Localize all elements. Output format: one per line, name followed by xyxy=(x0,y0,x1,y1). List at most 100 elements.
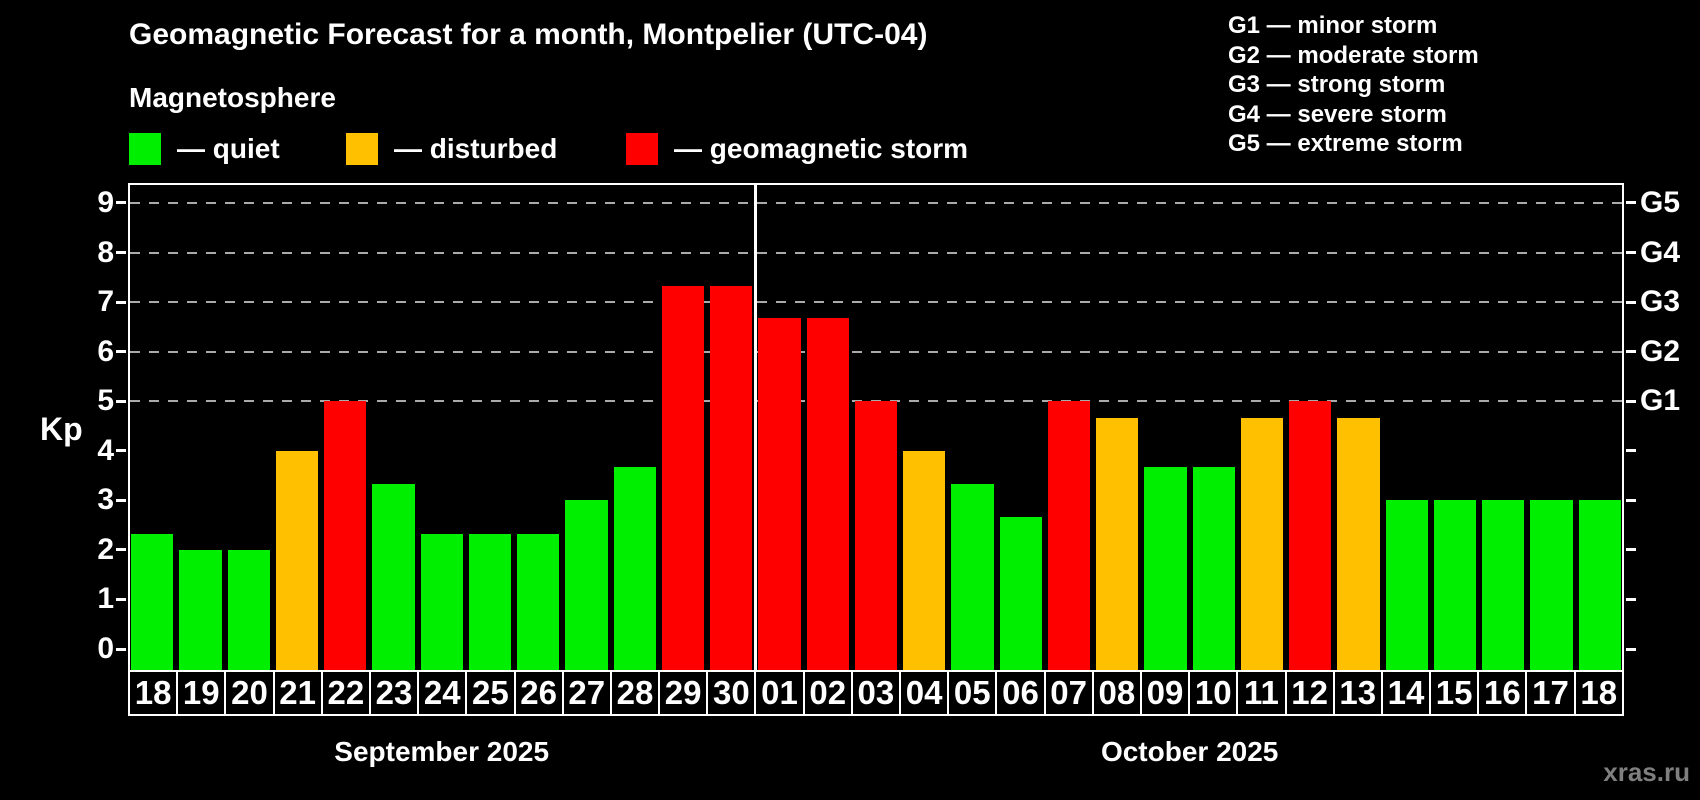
day-cell-14: 02 xyxy=(802,670,853,716)
g-scale-line-5: G5 — extreme storm xyxy=(1228,130,1463,157)
right-axis-tick-8 xyxy=(1626,251,1636,255)
kp-bar-day-01 xyxy=(758,318,801,670)
day-cell-15: 03 xyxy=(850,670,901,716)
gridline-kp7 xyxy=(130,301,1622,304)
g-level-label-g4: G4 xyxy=(1640,235,1681,269)
day-cell-27: 15 xyxy=(1429,670,1480,716)
chart-title: Geomagnetic Forecast for a month, Montpe… xyxy=(129,18,928,51)
day-axis-row: 18 19 20 21 22 23 24 25 26 27 28 29 30 01 02 03 04 05 06 07… xyxy=(128,670,1624,716)
y-tick-label-8: 8 xyxy=(97,235,114,269)
kp-bar-day-20 xyxy=(227,549,270,670)
y-tick-label-5: 5 xyxy=(97,384,114,418)
day-cell-25: 13 xyxy=(1332,670,1383,716)
legend-label-storm: — geomagnetic storm xyxy=(674,133,969,164)
right-axis-tick-2 xyxy=(1626,548,1636,552)
kp-bar-day-15 xyxy=(1433,500,1477,670)
day-cell-4: 22 xyxy=(320,670,371,716)
g-level-label-g3: G3 xyxy=(1640,285,1681,319)
day-cell-1: 19 xyxy=(176,670,227,716)
right-axis-tick-4 xyxy=(1626,449,1636,453)
day-cell-8: 26 xyxy=(513,670,564,716)
left-axis-line xyxy=(128,183,130,670)
g-scale-legend: G1 — minor storm G2 — moderate storm G3 — … xyxy=(1228,11,1479,159)
day-cell-21: 09 xyxy=(1139,670,1191,716)
day-cell-16: 04 xyxy=(899,670,950,716)
day-cell-23: 11 xyxy=(1236,670,1287,716)
plot-area xyxy=(116,183,1636,670)
legend-item-disturbed: — disturbed xyxy=(346,133,557,165)
chart-subtitle: Magnetosphere xyxy=(129,82,336,113)
g-scale-line-4: G4 — severe storm xyxy=(1228,100,1447,128)
kp-bar-day-16 xyxy=(1482,500,1525,670)
kp-bar-day-05 xyxy=(951,483,994,670)
right-axis-tick-5 xyxy=(1626,399,1636,403)
right-axis-tick-9 xyxy=(1626,201,1636,205)
kp-bar-day-08 xyxy=(1096,417,1139,670)
g-level-label-g1: G1 xyxy=(1640,384,1681,418)
month-label-september: September 2025 xyxy=(334,736,550,767)
day-cell-22: 10 xyxy=(1188,670,1239,716)
g-scale-line-2: G2 — moderate storm xyxy=(1228,41,1479,69)
kp-bar-day-14 xyxy=(1385,500,1428,670)
kp-bar-day-06 xyxy=(999,516,1042,670)
day-cell-12: 30 xyxy=(706,670,757,716)
right-axis-tick-7 xyxy=(1626,300,1636,304)
legend-label-disturbed: — disturbed xyxy=(394,133,558,164)
right-axis-tick-1 xyxy=(1626,597,1636,601)
kp-bar-day-28 xyxy=(613,467,656,670)
left-axis-tick-4 xyxy=(116,449,126,453)
kp-bar-day-04 xyxy=(903,450,946,670)
day-cell-28: 16 xyxy=(1477,670,1528,716)
left-axis-tick-8 xyxy=(116,251,126,255)
day-cell-20: 08 xyxy=(1091,670,1142,716)
kp-bar-day-03 xyxy=(854,401,898,670)
day-cell-3: 21 xyxy=(272,670,323,716)
day-cell-18: 06 xyxy=(995,670,1046,716)
kp-bar-day-22 xyxy=(324,401,367,670)
g-level-label-g5: G5 xyxy=(1640,185,1681,219)
y-tick-label-1: 1 xyxy=(97,582,114,616)
y-tick-label-2: 2 xyxy=(97,532,114,566)
day-cell-24: 12 xyxy=(1284,670,1335,716)
legend-label-quiet: — quiet xyxy=(177,133,280,164)
legend-swatch-disturbed xyxy=(346,133,378,165)
gridline-kp9 xyxy=(130,201,1622,204)
left-axis-tick-5 xyxy=(116,399,126,403)
y-tick-label-7: 7 xyxy=(97,285,114,319)
legend-item-storm: — geomagnetic storm xyxy=(626,133,968,165)
kp-bar-day-09 xyxy=(1144,467,1187,670)
day-cell-6: 24 xyxy=(417,670,468,716)
kp-bar-day-25 xyxy=(468,533,512,670)
g-level-label-g2: G2 xyxy=(1640,334,1681,368)
legend-swatch-storm xyxy=(626,133,658,165)
kp-bar-day-30 xyxy=(710,285,753,670)
y-tick-label-9: 9 xyxy=(97,185,114,219)
month-label-october: October 2025 xyxy=(1100,736,1279,767)
kp-bar-day-19 xyxy=(179,549,222,670)
g-scale-line-1: G1 — minor storm xyxy=(1228,12,1438,39)
day-cell-13: 01 xyxy=(754,670,805,716)
gridline-kp8 xyxy=(130,251,1622,254)
right-axis-line xyxy=(1622,183,1624,670)
day-cell-2: 20 xyxy=(224,670,275,716)
legend-swatch-quiet xyxy=(129,133,161,165)
day-cell-30: 18 xyxy=(1573,670,1624,716)
day-cell-10: 28 xyxy=(609,670,661,716)
day-cell-29: 17 xyxy=(1525,670,1576,716)
left-axis-tick-7 xyxy=(116,300,126,304)
status-legend: — quiet — disturbed — geomagnetic storm xyxy=(0,133,1100,165)
kp-bar-day-10 xyxy=(1192,467,1235,670)
kp-bar-day-24 xyxy=(420,533,463,670)
left-axis-tick-3 xyxy=(116,498,126,502)
day-cell-11: 29 xyxy=(658,670,709,716)
day-cell-5: 23 xyxy=(368,670,420,716)
left-axis-tick-0 xyxy=(116,647,126,651)
kp-bar-day-26 xyxy=(517,533,560,670)
kp-bar-day-13 xyxy=(1337,417,1380,670)
right-axis-tick-0 xyxy=(1626,647,1636,651)
kp-bar-day-18 xyxy=(131,533,174,670)
kp-bar-day-21 xyxy=(275,450,319,670)
kp-bar-day-29 xyxy=(661,285,705,670)
kp-bar-day-18 xyxy=(1578,500,1621,670)
